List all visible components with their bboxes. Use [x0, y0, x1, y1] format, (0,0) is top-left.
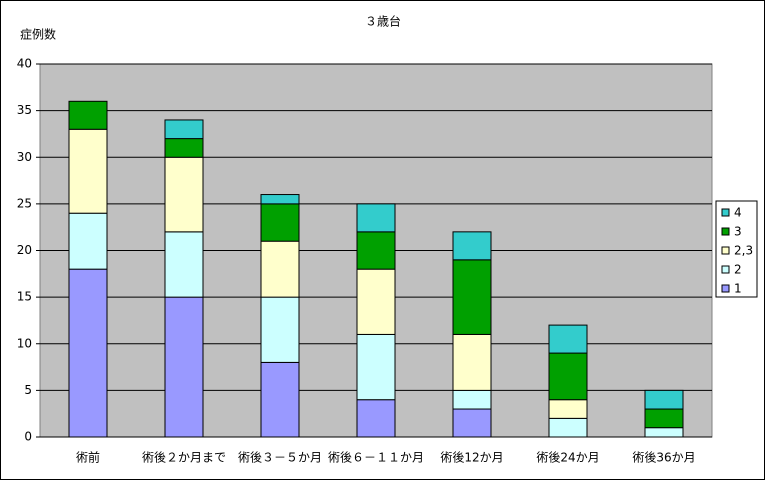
x-tick-label: 術前 [76, 450, 100, 465]
bar-segment [452, 259, 492, 335]
legend-swatch [721, 227, 730, 236]
bar-segment [260, 296, 300, 363]
legend-label: 1 [734, 282, 742, 296]
y-axis-label: 症例数 [20, 27, 56, 42]
bar-segment [164, 156, 204, 233]
bar-segment [164, 119, 204, 140]
bar-segment [356, 231, 396, 270]
bar-segment [68, 128, 108, 214]
bar-segment [548, 417, 588, 438]
bar-segment [164, 231, 204, 298]
legend-label: 2 [734, 263, 742, 277]
x-tick-label: 術後６－１１か月 [328, 451, 424, 465]
bar-segment [452, 389, 492, 410]
bar-segment [548, 399, 588, 419]
bar-segment [452, 408, 492, 438]
legend-swatch [721, 208, 730, 217]
legend-swatch [721, 246, 730, 255]
bar-segment [68, 212, 108, 270]
bar-segment [260, 203, 300, 242]
bar-segment [164, 138, 204, 158]
x-tick-label: 術後24か月 [536, 451, 599, 465]
legend-label: 3 [734, 225, 742, 239]
legend-swatch [721, 284, 730, 293]
legend-swatch [721, 265, 730, 274]
y-tick-label: 0 [24, 430, 32, 444]
bar-segment [356, 399, 396, 438]
bar-segment [68, 100, 108, 130]
y-tick-label: 15 [17, 290, 32, 304]
y-tick-label: 20 [17, 243, 32, 257]
bar-segment [260, 361, 300, 438]
legend-label: 2,3 [734, 244, 753, 258]
bar-segment [68, 268, 108, 438]
x-tick-label: 術後２か月まで [142, 451, 226, 465]
y-tick-label: 35 [17, 103, 32, 117]
y-tick-label: 10 [17, 336, 32, 350]
y-tick-label: 40 [17, 57, 32, 71]
bar-segment [260, 194, 300, 205]
y-tick-label: 30 [17, 150, 32, 164]
bar-segment [356, 333, 396, 401]
bar-segment [452, 333, 492, 391]
bar-segment [260, 240, 300, 298]
legend-label: 4 [734, 206, 742, 220]
y-tick-label: 5 [24, 383, 32, 397]
chart-title: ３歳台 [365, 14, 401, 29]
bar-segment [164, 296, 204, 438]
bar-segment [644, 389, 684, 410]
x-tick-label: 術後36か月 [632, 451, 695, 465]
bar-segment [644, 427, 684, 438]
x-tick-label: 術後12か月 [440, 451, 503, 465]
bar-segment [356, 268, 396, 335]
bar-segment [644, 408, 684, 429]
bar-segment [548, 324, 588, 354]
y-tick-label: 25 [17, 196, 32, 210]
bar-segment [548, 352, 588, 401]
bar-segment [356, 203, 396, 233]
x-tick-label: 術後３－５か月 [238, 451, 322, 465]
bar-segment [452, 231, 492, 261]
